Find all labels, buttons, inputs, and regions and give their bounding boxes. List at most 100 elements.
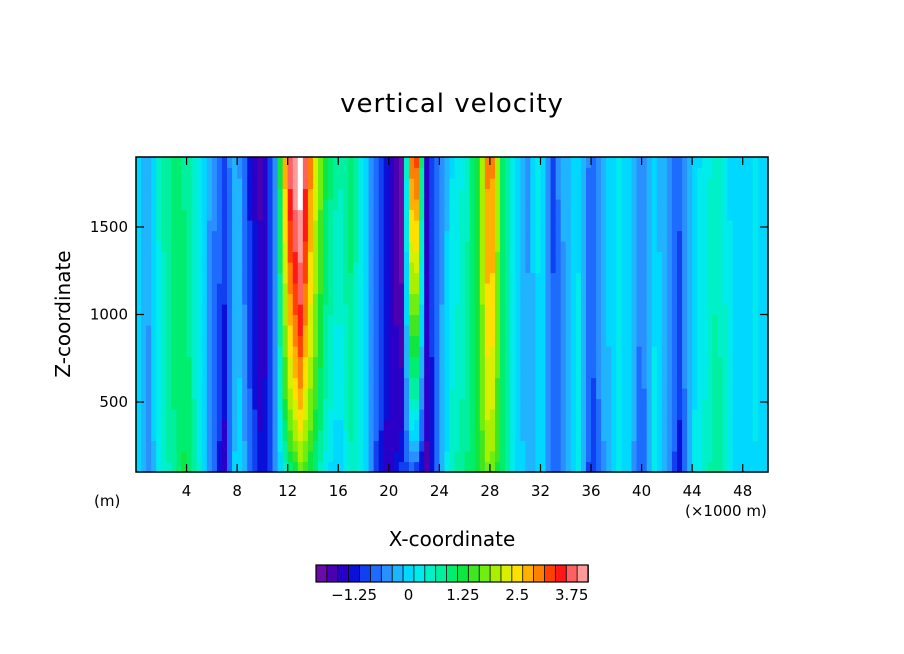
heatmap-cell — [267, 346, 274, 358]
heatmap-cell — [707, 178, 713, 190]
heatmap-cell — [237, 430, 243, 442]
heatmap-cell — [515, 440, 521, 452]
heatmap-cell — [707, 262, 713, 274]
heatmap-cell — [247, 220, 253, 232]
heatmap-cell — [570, 188, 577, 200]
heatmap-cell — [707, 304, 713, 316]
heatmap-cell — [247, 314, 253, 326]
heatmap-cell — [378, 440, 385, 452]
heatmap-cell — [297, 335, 304, 347]
heatmap-cell — [237, 220, 243, 232]
heatmap-cell — [449, 451, 456, 463]
heatmap-cell — [535, 209, 542, 221]
heatmap-cell — [585, 419, 592, 431]
heatmap-cell — [242, 356, 248, 368]
heatmap-cell — [287, 356, 294, 368]
heatmap-cell — [560, 157, 567, 169]
heatmap-cell — [419, 272, 425, 284]
heatmap-cell — [343, 346, 349, 358]
heatmap-cell — [525, 209, 531, 221]
heatmap-cell — [232, 220, 238, 232]
heatmap-cell — [216, 262, 223, 274]
heatmap-cell — [383, 314, 390, 326]
heatmap-cell — [540, 304, 547, 316]
heatmap-cell — [191, 314, 198, 326]
heatmap-cell — [368, 440, 375, 452]
heatmap-cell — [469, 220, 476, 232]
heatmap-cell — [434, 167, 440, 179]
heatmap-cell — [489, 230, 496, 242]
heatmap-cell — [323, 283, 329, 295]
heatmap-cell — [591, 220, 597, 232]
heatmap-cell — [505, 398, 511, 410]
heatmap-cell — [737, 178, 744, 190]
heatmap-cell — [500, 325, 506, 337]
heatmap-cell — [156, 377, 162, 389]
heatmap-cell — [601, 430, 607, 442]
heatmap-cell — [403, 188, 410, 200]
heatmap-cell — [565, 209, 572, 221]
heatmap-cell — [181, 419, 188, 431]
heatmap-cell — [252, 440, 258, 452]
colorbar-swatch — [402, 564, 415, 583]
heatmap-cell — [307, 241, 314, 253]
heatmap-cell — [737, 388, 744, 400]
heatmap-cell — [146, 440, 152, 452]
heatmap-cell — [676, 230, 683, 242]
heatmap-cell — [191, 325, 198, 337]
heatmap-cell — [383, 262, 390, 274]
heatmap-cell — [403, 262, 410, 274]
heatmap-cell — [631, 398, 638, 410]
heatmap-cell — [282, 251, 289, 263]
heatmap-cell — [323, 251, 329, 263]
heatmap-cell — [651, 314, 658, 326]
heatmap-cell — [414, 188, 420, 200]
heatmap-cell — [591, 398, 597, 410]
heatmap-cell — [434, 346, 440, 358]
heatmap-cell — [343, 367, 349, 379]
heatmap-cell — [358, 419, 365, 431]
heatmap-cell — [520, 209, 526, 221]
heatmap-cell — [201, 346, 208, 358]
heatmap-cell — [712, 272, 719, 284]
heatmap-cell — [596, 325, 602, 337]
heatmap-cell — [146, 451, 152, 463]
heatmap-cell — [596, 283, 602, 295]
heatmap-cell — [393, 283, 400, 295]
heatmap-cell — [636, 293, 643, 305]
heatmap-cell — [393, 346, 400, 358]
heatmap-cell — [469, 251, 476, 263]
heatmap-cell — [606, 409, 612, 421]
heatmap-cell — [742, 409, 749, 421]
heatmap-cell — [596, 220, 602, 232]
heatmap-cell — [216, 440, 223, 452]
heatmap-cell — [752, 409, 759, 421]
heatmap-cell — [591, 199, 597, 211]
colorbar-swatch — [467, 564, 481, 583]
heatmap-cell — [242, 188, 248, 200]
heatmap-cell — [722, 209, 729, 221]
heatmap-cell — [606, 451, 612, 463]
heatmap-cell — [520, 409, 526, 421]
heatmap-cell — [353, 199, 360, 211]
heatmap-cell — [196, 178, 203, 190]
heatmap-cell — [302, 304, 309, 316]
heatmap-cell — [570, 157, 577, 169]
heatmap-cell — [656, 272, 663, 284]
heatmap-cell — [292, 304, 299, 316]
heatmap-cell — [742, 220, 749, 232]
heatmap-cell — [621, 230, 628, 242]
heatmap-cell — [515, 251, 521, 263]
heatmap-cell — [707, 419, 713, 431]
heatmap-cell — [555, 430, 562, 442]
heatmap-cell — [398, 409, 405, 421]
heatmap-cell — [611, 178, 617, 190]
heatmap-cell — [661, 367, 668, 379]
heatmap-cell — [257, 157, 263, 169]
heatmap-cell — [333, 367, 339, 379]
heatmap-cell — [464, 272, 471, 284]
heatmap-cell — [500, 335, 506, 347]
heatmap-cell — [242, 461, 248, 473]
heatmap-cell — [479, 220, 486, 232]
heatmap-cell — [585, 440, 592, 452]
